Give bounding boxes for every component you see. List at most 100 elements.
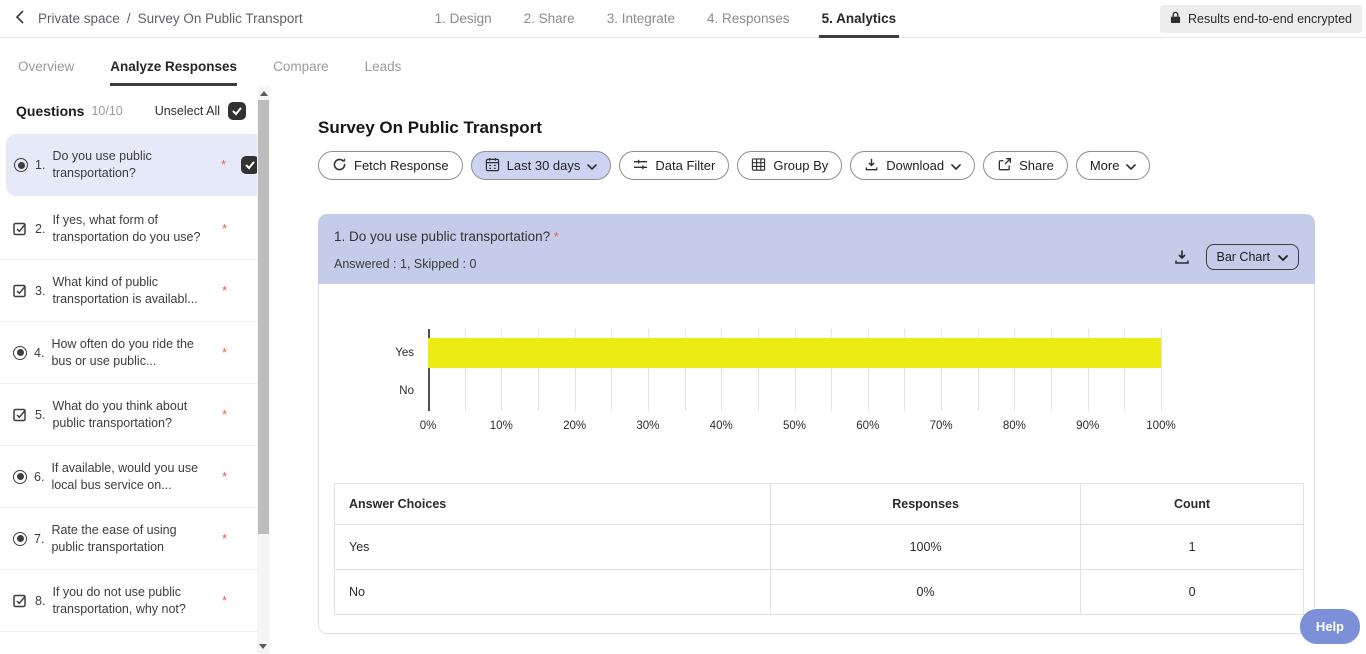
workflow-step[interactable]: 4. Responses	[707, 11, 790, 26]
chart-xtick-label: 60%	[856, 420, 880, 432]
chart-y-axis	[428, 329, 430, 411]
radio-icon	[13, 469, 27, 484]
question-item[interactable]: 2. If yes, what form of transportation do…	[0, 198, 270, 260]
question-item[interactable]: 1. Do you use public transportation? *	[6, 134, 264, 196]
chevron-down-icon	[1126, 158, 1137, 173]
sidebar-scrollbar-thumb[interactable]	[258, 100, 269, 534]
question-item[interactable]: 8. If you do not use public transportatio…	[0, 570, 270, 632]
workflow-step[interactable]: 1. Design	[434, 11, 492, 26]
table-cell: 1	[1080, 524, 1304, 570]
download-icon	[864, 157, 879, 175]
refresh-icon	[332, 157, 347, 175]
analytics-main: Survey On Public Transport Fetch Respons…	[270, 86, 1366, 654]
table-cell: 0	[1080, 569, 1304, 615]
table-cell: No	[333, 569, 772, 615]
chart-xtick-label: 100%	[1146, 420, 1176, 432]
download-button[interactable]: Download	[850, 151, 976, 180]
tab-leads[interactable]: Leads	[364, 59, 402, 74]
share-button[interactable]: Share	[983, 151, 1068, 180]
chart-gridline	[757, 329, 759, 411]
question-item[interactable]: 3. What kind of public transportation is …	[0, 260, 270, 322]
question-item[interactable]: 5. What do you think about public transpo…	[0, 384, 270, 446]
breadcrumb-survey-name[interactable]: Survey On Public Transport	[137, 11, 303, 26]
chart-gridline	[684, 329, 686, 411]
table-grid-icon	[751, 157, 766, 175]
tab-analyze-responses[interactable]: Analyze Responses	[110, 59, 238, 86]
table-cell: 0%	[770, 569, 1082, 615]
chart-xtick-label: 30%	[636, 420, 660, 432]
chart-xtick-label: 10%	[489, 420, 513, 432]
workflow-steps: 1. Design 2. Share 3. Integrate 4. Response…	[434, 0, 899, 38]
share-icon	[997, 157, 1012, 175]
sidebar-scrollbar[interactable]	[257, 86, 270, 654]
required-asterisk: *	[222, 407, 227, 422]
chart-bar[interactable]	[428, 338, 1161, 368]
workflow-step[interactable]: 5. Analytics	[818, 0, 899, 38]
data-filter-button[interactable]: Data Filter	[619, 151, 730, 180]
workflow-step[interactable]: 3. Integrate	[606, 11, 675, 26]
back-button[interactable]	[14, 8, 26, 29]
calendar-icon	[485, 157, 500, 175]
scrollbar-up-icon[interactable]	[259, 91, 268, 96]
chart-gridline	[941, 329, 943, 411]
table-header: Responses	[770, 483, 1082, 525]
chart-xtick-label: 70%	[929, 420, 953, 432]
table-cell: Yes	[333, 524, 772, 570]
chart-xtick-label: 80%	[1002, 420, 1026, 432]
unselect-all-label[interactable]: Unselect All	[154, 104, 220, 118]
question-selected-checkbox[interactable]	[241, 156, 259, 174]
radio-icon	[13, 345, 27, 360]
chart-category-label: Yes	[395, 347, 414, 359]
required-asterisk: *	[222, 221, 227, 236]
question-item[interactable]: 4. How often do you ride the bus or use p…	[0, 322, 270, 384]
fetch-response-button[interactable]: Fetch Response	[318, 151, 463, 180]
toolbar: Fetch Response Last 30 days Data Filter	[318, 151, 1366, 180]
chart-type-select[interactable]: Bar Chart	[1205, 244, 1299, 270]
help-button[interactable]: Help	[1299, 609, 1360, 644]
questions-title: Questions	[16, 103, 85, 119]
chart-gridline	[831, 329, 833, 411]
answered-skipped-stats: Answered : 1, Skipped : 0	[334, 257, 477, 271]
question-item[interactable]: 7. Rate the ease of using public transpor…	[0, 508, 270, 570]
chart-gridline	[1051, 329, 1053, 411]
chart-gridline	[1124, 329, 1126, 411]
scrollbar-down-icon[interactable]	[259, 644, 267, 649]
table-header: Count	[1080, 483, 1304, 525]
unselect-all-checkbox[interactable]	[228, 102, 246, 120]
group-by-button[interactable]: Group By	[737, 151, 843, 180]
chart-plot	[428, 329, 1162, 411]
question-item[interactable]: 9.At the bus stop do you*	[0, 632, 270, 654]
chart-gridline	[611, 329, 613, 411]
lock-icon	[1170, 11, 1181, 27]
required-asterisk: *	[222, 469, 227, 484]
question-list: 1. Do you use public transportation? * 2. If…	[0, 132, 270, 654]
tab-compare[interactable]: Compare	[273, 59, 329, 74]
question-item[interactable]: 6. If available, would you use local bus …	[0, 446, 270, 508]
bar-chart: Yes No	[333, 329, 1314, 411]
chevron-down-icon	[1278, 250, 1288, 264]
chart-gridline	[1014, 329, 1016, 411]
date-range-button[interactable]: Last 30 days	[470, 151, 612, 180]
radio-icon	[14, 158, 28, 172]
table-header: Answer Choices	[333, 483, 772, 525]
chart-download-icon[interactable]	[1173, 248, 1191, 266]
chart-gridline	[1087, 329, 1089, 411]
chevron-down-icon	[951, 158, 961, 173]
breadcrumb: Private space / Survey On Public Transpo…	[14, 8, 303, 29]
questions-header: Questions 10/10 Unselect All	[0, 86, 270, 132]
table-row: Yes 100% 1	[333, 524, 1304, 570]
chart-gridline	[537, 329, 539, 411]
workflow-step[interactable]: 2. Share	[523, 11, 575, 26]
chart-gridline	[647, 329, 649, 411]
chart-ylabels: Yes No	[333, 334, 428, 410]
card-body: Yes No 0% 10% 20% 30% 40% 50% 60% 70% 80% 90% 100% …	[318, 284, 1315, 634]
questions-sidebar: Questions 10/10 Unselect All 1. Do you us…	[0, 86, 270, 654]
more-button[interactable]: More	[1075, 151, 1151, 180]
chart-gridline	[501, 329, 503, 411]
breadcrumb-space[interactable]: Private space	[38, 11, 120, 26]
chart-xtick-label: 50%	[782, 420, 807, 432]
top-bar: Private space / Survey On Public Transpo…	[0, 0, 1366, 38]
breadcrumb-separator: /	[126, 11, 131, 26]
required-asterisk: *	[222, 531, 227, 546]
tab-overview[interactable]: Overview	[18, 59, 75, 74]
